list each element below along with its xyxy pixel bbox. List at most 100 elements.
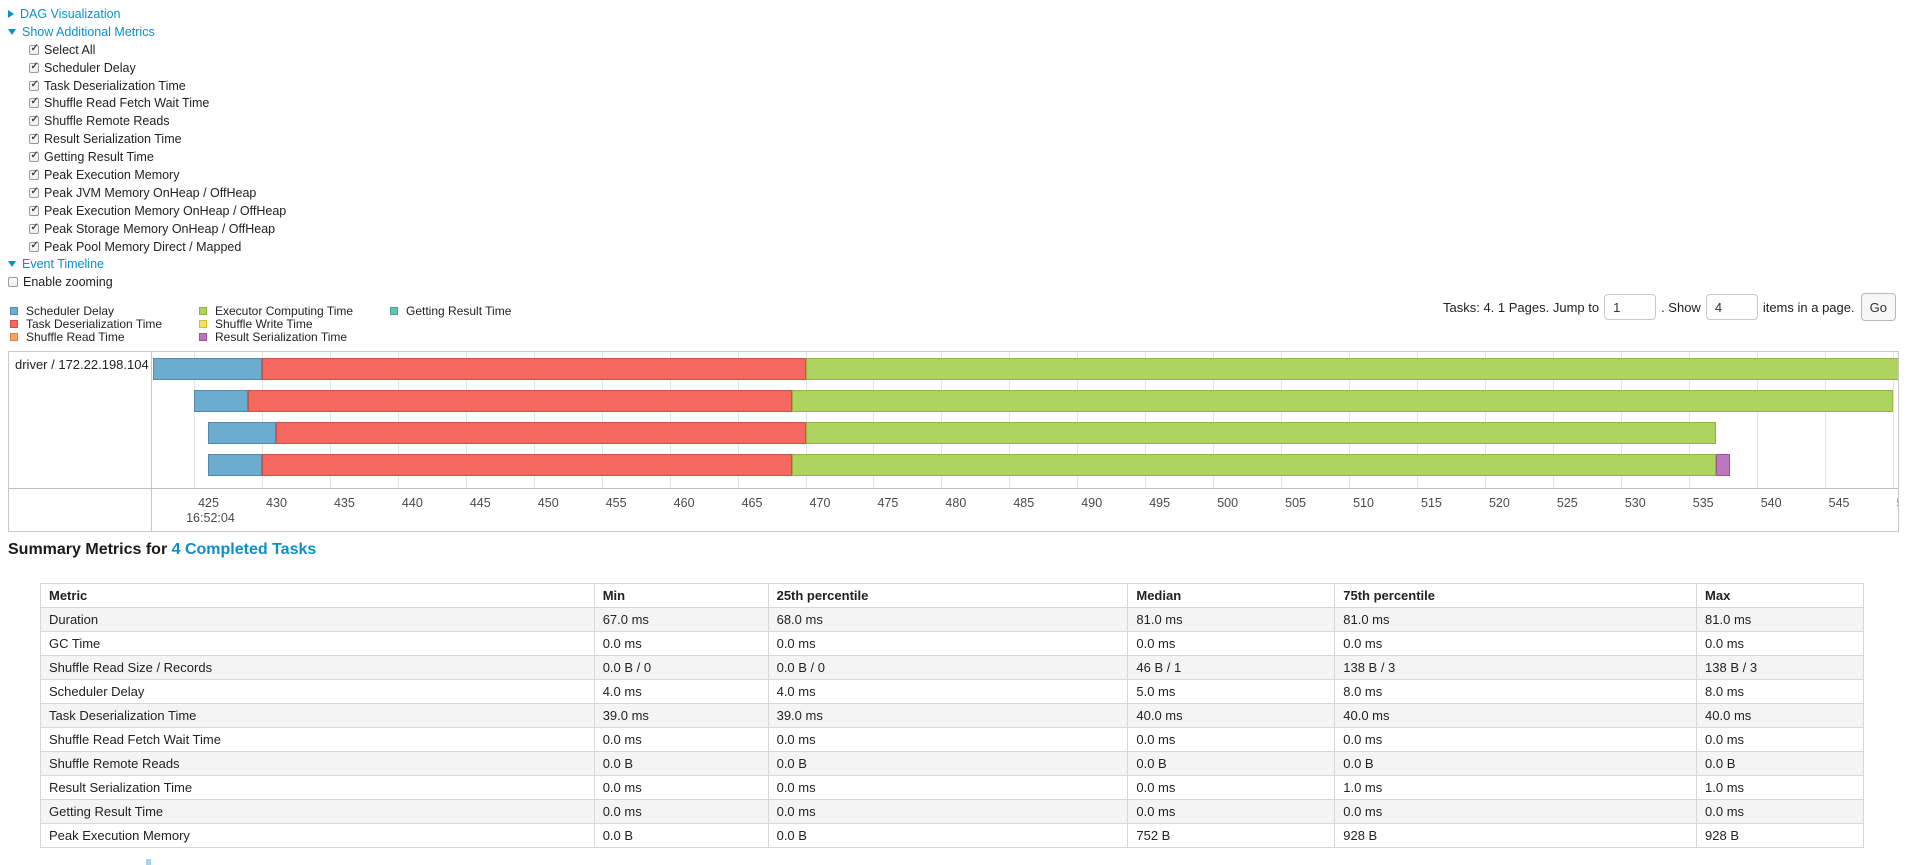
- table-cell: 752 B: [1127, 823, 1336, 848]
- table-cell: 0.0 ms: [1127, 631, 1336, 656]
- table-cell: 46 B / 1: [1127, 655, 1336, 680]
- table-cell: 0.0 ms: [1334, 799, 1698, 824]
- legend-label: Shuffle Read Time: [26, 330, 125, 345]
- metric-checkbox-5[interactable]: [29, 132, 39, 145]
- jump-to-page-input[interactable]: [1604, 294, 1657, 320]
- timeline-legend: Scheduler Delay Task Deserialization Time…: [10, 304, 710, 346]
- axis-tick-label: 520: [1488, 496, 1510, 510]
- metric-checkbox-label: Result Serialization Time: [44, 132, 182, 147]
- timeline-axis: 16:52:04 425 430 435 440 445 450 455 460 465 470 4…: [9, 488, 1898, 531]
- legend-entry-deserialization: Task Deserialization Time: [10, 317, 162, 331]
- table-cell: 0.0 ms: [593, 799, 769, 824]
- gridline: [1417, 352, 1418, 488]
- gridline: [533, 352, 535, 488]
- metric-checkbox-label: Peak Pool Memory Direct / Mapped: [44, 239, 242, 254]
- metric-option: Peak Storage Memory OnHeap / OffHeap: [8, 220, 286, 238]
- axis-tick-label: 490: [1081, 496, 1103, 510]
- task-bar-segment-computing[interactable]: [805, 422, 1716, 444]
- legend-entry-getting_result: Getting Result Time: [390, 303, 512, 318]
- axis-tick-label: 530: [1624, 496, 1646, 510]
- metric-checkbox-6[interactable]: [29, 150, 39, 163]
- gridline: [737, 352, 739, 488]
- table-cell: Getting Result Time: [40, 799, 595, 824]
- dag-visualization-toggle[interactable]: DAG Visualization: [8, 7, 121, 21]
- legend-column: Getting Result Time: [390, 303, 512, 318]
- enable-zooming-option: Enable zooming: [8, 273, 286, 291]
- gridline: [1349, 352, 1351, 488]
- table-cell: 0.0 B: [767, 751, 1129, 776]
- metric-checkbox-label: Peak JVM Memory OnHeap / OffHeap: [44, 185, 257, 200]
- task-bar-segment-result_serialization[interactable]: [1715, 454, 1730, 476]
- shuffle_write-swatch-icon: [199, 320, 207, 329]
- table-cell: 5.0 ms: [1127, 679, 1336, 704]
- metric-checkbox-1[interactable]: [29, 61, 39, 73]
- gridline: [873, 352, 875, 488]
- metric-checkbox-label: Shuffle Read Fetch Wait Time: [44, 96, 210, 111]
- computing-swatch-icon: [199, 306, 207, 315]
- table-cell: 81.0 ms: [1696, 607, 1864, 632]
- task-bar-segment-computing[interactable]: [791, 390, 1893, 412]
- axis-tick-label: 430: [266, 496, 287, 510]
- task-bar-segment-computing[interactable]: [805, 358, 1898, 380]
- legend-label: Getting Result Time: [406, 303, 512, 318]
- gridline: [465, 352, 467, 488]
- axis-tick-label: 495: [1149, 496, 1171, 510]
- metric-checkbox-9[interactable]: [29, 204, 39, 216]
- table-header-cell: Max: [1696, 583, 1864, 608]
- items-per-page-input[interactable]: [1705, 294, 1758, 320]
- table-cell: 928 B: [1334, 823, 1698, 848]
- gridline: [1688, 352, 1690, 488]
- metric-checkbox-label: Peak Execution Memory OnHeap / OffHeap: [44, 203, 287, 218]
- table-cell: 1.0 ms: [1696, 775, 1864, 800]
- task-bar-segment-scheduler_delay[interactable]: [207, 454, 263, 476]
- metric-option: Peak JVM Memory OnHeap / OffHeap: [8, 184, 286, 202]
- metric-checkbox-10[interactable]: [29, 222, 39, 234]
- result_serialization-swatch-icon: [199, 333, 207, 342]
- metric-checkbox-8[interactable]: [29, 186, 39, 198]
- go-button[interactable]: Go: [1860, 293, 1896, 321]
- enable-zooming-checkbox[interactable]: [8, 277, 18, 288]
- table-cell: 39.0 ms: [593, 703, 769, 728]
- metric-checkbox-4[interactable]: [29, 114, 39, 127]
- gridline: [669, 352, 671, 488]
- task-bar-segment-deserialization[interactable]: [262, 358, 806, 380]
- metric-checkbox-label: Scheduler Delay: [44, 60, 136, 75]
- task-bar-segment-computing[interactable]: [791, 454, 1716, 476]
- metric-option: Peak Pool Memory Direct / Mapped: [8, 238, 286, 256]
- table-row: Task Deserialization Time 39.0 ms 39.0 ms 4…: [40, 703, 1864, 728]
- metric-checkbox-11[interactable]: [29, 240, 39, 252]
- next-section-partial: [146, 859, 151, 865]
- gridline: [601, 352, 603, 488]
- show-additional-metrics-toggle[interactable]: Show Additional Metrics: [8, 25, 155, 39]
- task-bar-segment-deserialization[interactable]: [262, 454, 792, 476]
- task-bar-segment-deserialization[interactable]: [275, 422, 806, 444]
- table-header-cell: 25th percentile: [767, 583, 1129, 608]
- table-cell: 928 B: [1696, 823, 1864, 848]
- metric-checkbox-label: Shuffle Remote Reads: [44, 114, 170, 129]
- axis-tick-label: 525: [1556, 496, 1578, 510]
- metric-checkbox-0[interactable]: [29, 43, 39, 55]
- task-bar-segment-scheduler_delay[interactable]: [153, 358, 263, 380]
- table-cell: 68.0 ms: [767, 607, 1129, 632]
- gridline: [1145, 352, 1147, 488]
- event-timeline-label: Event Timeline: [22, 257, 104, 272]
- event-timeline-toggle[interactable]: Event Timeline: [8, 257, 104, 271]
- legend-entry-result_serialization: Result Serialization Time: [199, 330, 353, 344]
- metric-checkbox-2[interactable]: [29, 79, 39, 91]
- table-cell: 8.0 ms: [1696, 679, 1864, 704]
- table-header-cell: 75th percentile: [1334, 583, 1698, 608]
- metric-checkbox-label: Peak Execution Memory: [44, 167, 180, 182]
- metric-checkbox-7[interactable]: [29, 168, 39, 180]
- completed-tasks-link[interactable]: 4 Completed Tasks: [171, 541, 317, 558]
- axis-tick-label: 475: [877, 496, 899, 510]
- table-cell: 4.0 ms: [767, 679, 1129, 704]
- task-bar-segment-scheduler_delay[interactable]: [207, 422, 276, 444]
- table-cell: 0.0 ms: [1696, 631, 1864, 656]
- gridline: [397, 352, 399, 488]
- task-bar-segment-scheduler_delay[interactable]: [194, 390, 249, 412]
- legend-column: Scheduler Delay Task Deserialization Time…: [10, 304, 162, 344]
- task-bar-segment-deserialization[interactable]: [248, 390, 792, 412]
- getting_result-swatch-icon: [390, 306, 398, 315]
- metric-checkbox-3[interactable]: [29, 96, 39, 109]
- scheduler_delay-swatch-icon: [10, 306, 18, 315]
